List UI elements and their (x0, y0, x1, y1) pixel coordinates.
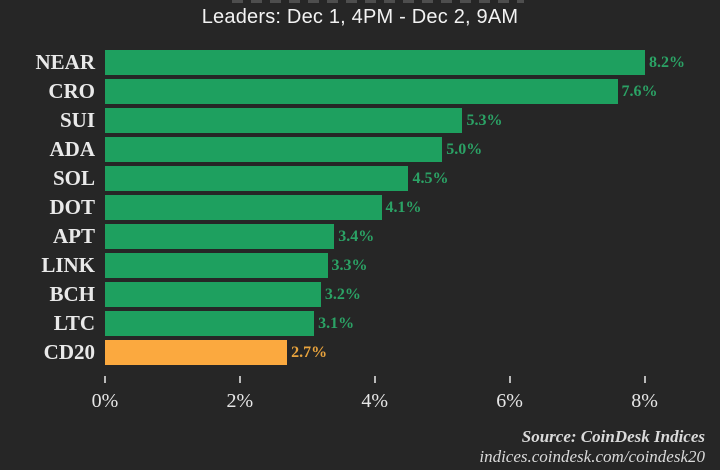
value-label: 3.1% (318, 314, 355, 332)
chart-title: Leaders: Dec 1, 4PM - Dec 2, 9AM (201, 6, 519, 28)
category-label: BCH (49, 282, 95, 306)
x-tick-label: 0% (91, 390, 119, 412)
bar-bch (105, 282, 321, 307)
x-tick-label: 4% (361, 390, 389, 412)
value-label: 5.0% (446, 140, 483, 158)
category-label: APT (53, 224, 95, 248)
bar-ltc (105, 311, 315, 336)
x-tick-mark (373, 376, 376, 383)
bar-near (105, 50, 645, 75)
bar-cro (105, 79, 618, 104)
value-label: 3.2% (324, 285, 361, 303)
bar-zone: 4.1% (105, 195, 685, 220)
bar-zone: 3.1% (105, 311, 685, 336)
value-label: 5.3% (466, 111, 503, 129)
category-label: SUI (59, 108, 95, 132)
source-url: indices.coindesk.com/coindesk20 (479, 447, 705, 466)
bar-ada (105, 137, 443, 162)
x-axis: 0% 2% 4% 6% 8% (92, 376, 685, 420)
bar-row: ADA 5.0% (0, 135, 720, 164)
cropped-title-remnant (232, 0, 524, 3)
bar-row: APT 3.4% (0, 222, 720, 251)
bar-zone: 7.6% (105, 79, 685, 104)
category-label: NEAR (35, 50, 95, 74)
source-attribution: Source: CoinDesk Indices indices.coindes… (479, 427, 705, 467)
bar-row: SOL 4.5% (0, 164, 720, 193)
x-tick-mark (104, 376, 106, 383)
value-label: 7.6% (621, 82, 658, 100)
category-label: LTC (53, 311, 95, 335)
value-label: 8.2% (649, 53, 685, 71)
category-label: ADA (49, 137, 96, 161)
value-label: 4.1% (385, 198, 422, 216)
x-tick-mark (643, 376, 646, 383)
bar-row: CD20 2.7% (0, 338, 720, 367)
value-label: 3.3% (331, 256, 368, 274)
category-label: DOT (49, 195, 95, 219)
bar-link (105, 253, 328, 278)
x-tick-mark (508, 376, 511, 383)
bar-zone: 8.2% (105, 50, 685, 75)
bar-zone: 2.7% (105, 340, 685, 365)
x-tick-label: 8% (631, 390, 658, 412)
category-label: LINK (41, 253, 95, 277)
bar-apt (105, 224, 335, 249)
bar-sol (105, 166, 409, 191)
bar-row: NEAR 8.2% (0, 48, 720, 77)
bar-rows: NEAR 8.2% CRO 7.6% SUI 5.3% ADA 5.0% SOL 4.5% DOT 4… (0, 48, 720, 367)
bar-zone: 5.3% (105, 108, 685, 133)
value-label: 4.5% (412, 169, 449, 187)
bar-zone: 3.2% (105, 282, 685, 307)
bar-row: SUI 5.3% (0, 106, 720, 135)
category-label: CRO (48, 79, 95, 103)
bar-row: DOT 4.1% (0, 193, 720, 222)
bar-row: BCH 3.2% (0, 280, 720, 309)
bar-row: LTC 3.1% (0, 309, 720, 338)
value-label: 2.7% (291, 343, 328, 361)
x-tick-label: 6% (496, 390, 523, 412)
bar-zone: 3.3% (105, 253, 685, 278)
bar-cd20 (105, 340, 288, 365)
bar-sui (105, 108, 463, 133)
bar-dot (105, 195, 382, 220)
bar-zone: 3.4% (105, 224, 685, 249)
bar-zone: 4.5% (105, 166, 685, 191)
category-label: SOL (52, 166, 95, 190)
bar-row: CRO 7.6% (0, 77, 720, 106)
x-tick-label: 2% (226, 390, 254, 412)
x-tick-mark (238, 376, 241, 383)
category-label: CD20 (43, 340, 95, 364)
source-text: Source: CoinDesk Indices (521, 427, 705, 446)
value-label: 3.4% (338, 227, 375, 245)
bar-zone: 5.0% (105, 137, 685, 162)
bar-row: LINK 3.3% (0, 251, 720, 280)
